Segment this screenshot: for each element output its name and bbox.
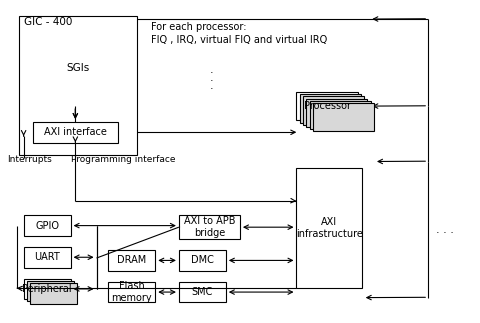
Bar xyxy=(313,103,374,131)
Bar xyxy=(24,215,71,236)
Bar xyxy=(30,283,77,304)
Bar xyxy=(303,96,364,125)
Text: GIC - 400: GIC - 400 xyxy=(24,17,72,27)
Bar xyxy=(24,247,71,267)
Text: GPIO: GPIO xyxy=(35,221,59,231)
Bar xyxy=(179,250,226,271)
Bar xyxy=(297,168,362,288)
Text: FIQ , IRQ, virtual FIQ and virtual IRQ: FIQ , IRQ, virtual FIQ and virtual IRQ xyxy=(151,35,327,45)
Text: .: . xyxy=(210,80,214,90)
Text: Interrupts: Interrupts xyxy=(7,155,52,164)
Text: UART: UART xyxy=(34,252,60,262)
Text: Programming interface: Programming interface xyxy=(71,155,175,164)
Text: Peripheral: Peripheral xyxy=(23,284,72,294)
Bar xyxy=(108,282,156,302)
Text: SMC: SMC xyxy=(192,287,213,297)
Text: For each processor:: For each processor: xyxy=(151,22,246,32)
Bar xyxy=(24,279,71,299)
Bar xyxy=(108,250,156,271)
Bar xyxy=(306,99,368,127)
Bar xyxy=(19,16,136,155)
Bar xyxy=(27,281,74,301)
Bar xyxy=(300,94,361,122)
Text: DRAM: DRAM xyxy=(117,255,146,266)
Text: DMC: DMC xyxy=(191,255,214,266)
Text: AXI
infrastructure: AXI infrastructure xyxy=(296,217,363,239)
Text: AXI to APB
bridge: AXI to APB bridge xyxy=(184,216,235,238)
Text: Flash
memory: Flash memory xyxy=(111,281,152,303)
Bar xyxy=(297,92,358,120)
Bar xyxy=(179,282,226,302)
Text: AXI interface: AXI interface xyxy=(44,127,107,137)
Text: . . .: . . . xyxy=(436,224,454,234)
Text: .: . xyxy=(210,73,214,83)
Text: Processor: Processor xyxy=(303,101,350,111)
Bar xyxy=(33,122,118,142)
Text: .: . xyxy=(210,65,214,75)
Bar xyxy=(179,215,240,239)
Bar xyxy=(310,101,371,129)
Text: SGIs: SGIs xyxy=(66,63,89,73)
